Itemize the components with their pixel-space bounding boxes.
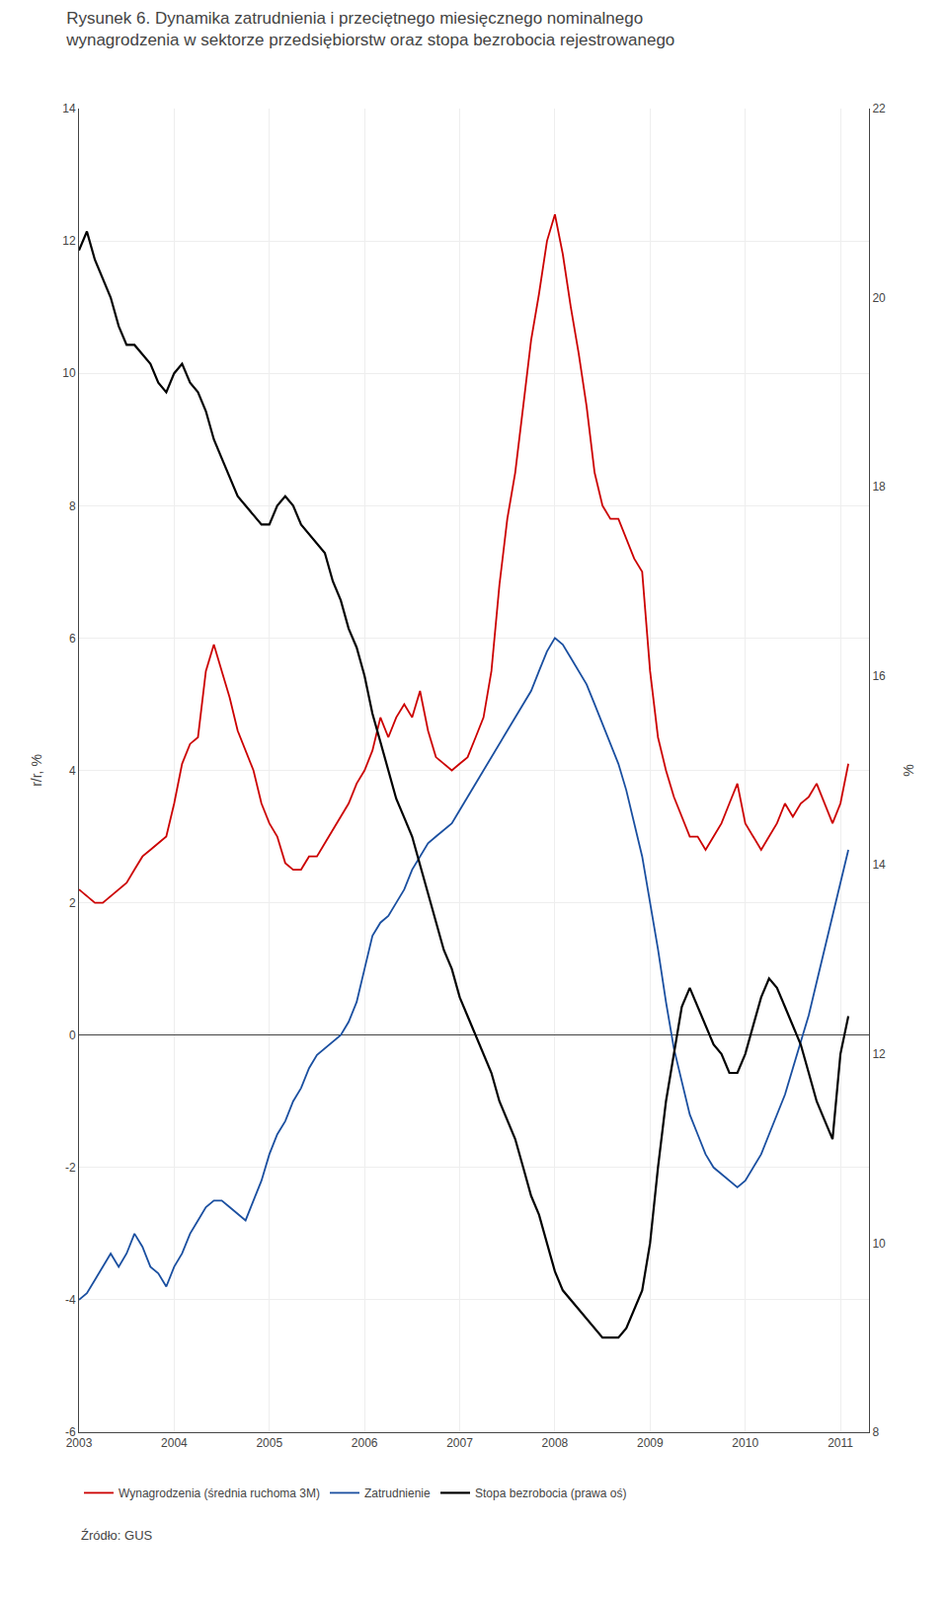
svg-text:22: 22 <box>871 101 886 116</box>
svg-text:Zatrudnienie: Zatrudnienie <box>364 1487 431 1501</box>
svg-text:2003: 2003 <box>66 1436 93 1451</box>
svg-text:2010: 2010 <box>731 1436 759 1451</box>
svg-text:2011: 2011 <box>827 1436 854 1451</box>
svg-text:Źródło: GUS: Źródło: GUS <box>80 1528 154 1544</box>
svg-text:10: 10 <box>62 366 77 381</box>
svg-text:12: 12 <box>871 1047 886 1062</box>
svg-text:2005: 2005 <box>255 1436 283 1451</box>
svg-text:14: 14 <box>871 858 886 872</box>
svg-text:%: % <box>900 764 917 777</box>
svg-text:2006: 2006 <box>351 1436 379 1451</box>
svg-text:-2: -2 <box>65 1161 77 1176</box>
svg-text:0: 0 <box>69 1028 77 1043</box>
svg-text:Stopa bezrobocia (prawa oś): Stopa bezrobocia (prawa oś) <box>474 1487 627 1501</box>
svg-text:4: 4 <box>69 764 77 779</box>
svg-text:2004: 2004 <box>160 1436 188 1451</box>
svg-text:14: 14 <box>62 101 77 116</box>
svg-text:12: 12 <box>62 234 77 248</box>
svg-text:10: 10 <box>871 1237 886 1252</box>
svg-text:18: 18 <box>871 479 886 494</box>
svg-text:16: 16 <box>871 669 886 684</box>
svg-text:8: 8 <box>69 499 77 514</box>
svg-text:Rysunek 6. Dynamika zatrudnien: Rysunek 6. Dynamika zatrudnienia i przec… <box>65 8 675 50</box>
svg-text:-4: -4 <box>65 1293 77 1308</box>
svg-text:2007: 2007 <box>446 1436 474 1451</box>
svg-text:Wynagrodzenia (średnia ruchoma: Wynagrodzenia (średnia ruchoma 3M) <box>118 1487 320 1501</box>
svg-text:8: 8 <box>871 1425 879 1440</box>
svg-text:2: 2 <box>69 896 77 911</box>
svg-text:2008: 2008 <box>542 1436 569 1451</box>
svg-text:r/r, %: r/r, % <box>28 754 45 788</box>
svg-text:-6: -6 <box>65 1425 77 1440</box>
svg-text:6: 6 <box>69 632 77 646</box>
svg-text:20: 20 <box>871 291 886 306</box>
svg-text:2009: 2009 <box>636 1436 664 1451</box>
